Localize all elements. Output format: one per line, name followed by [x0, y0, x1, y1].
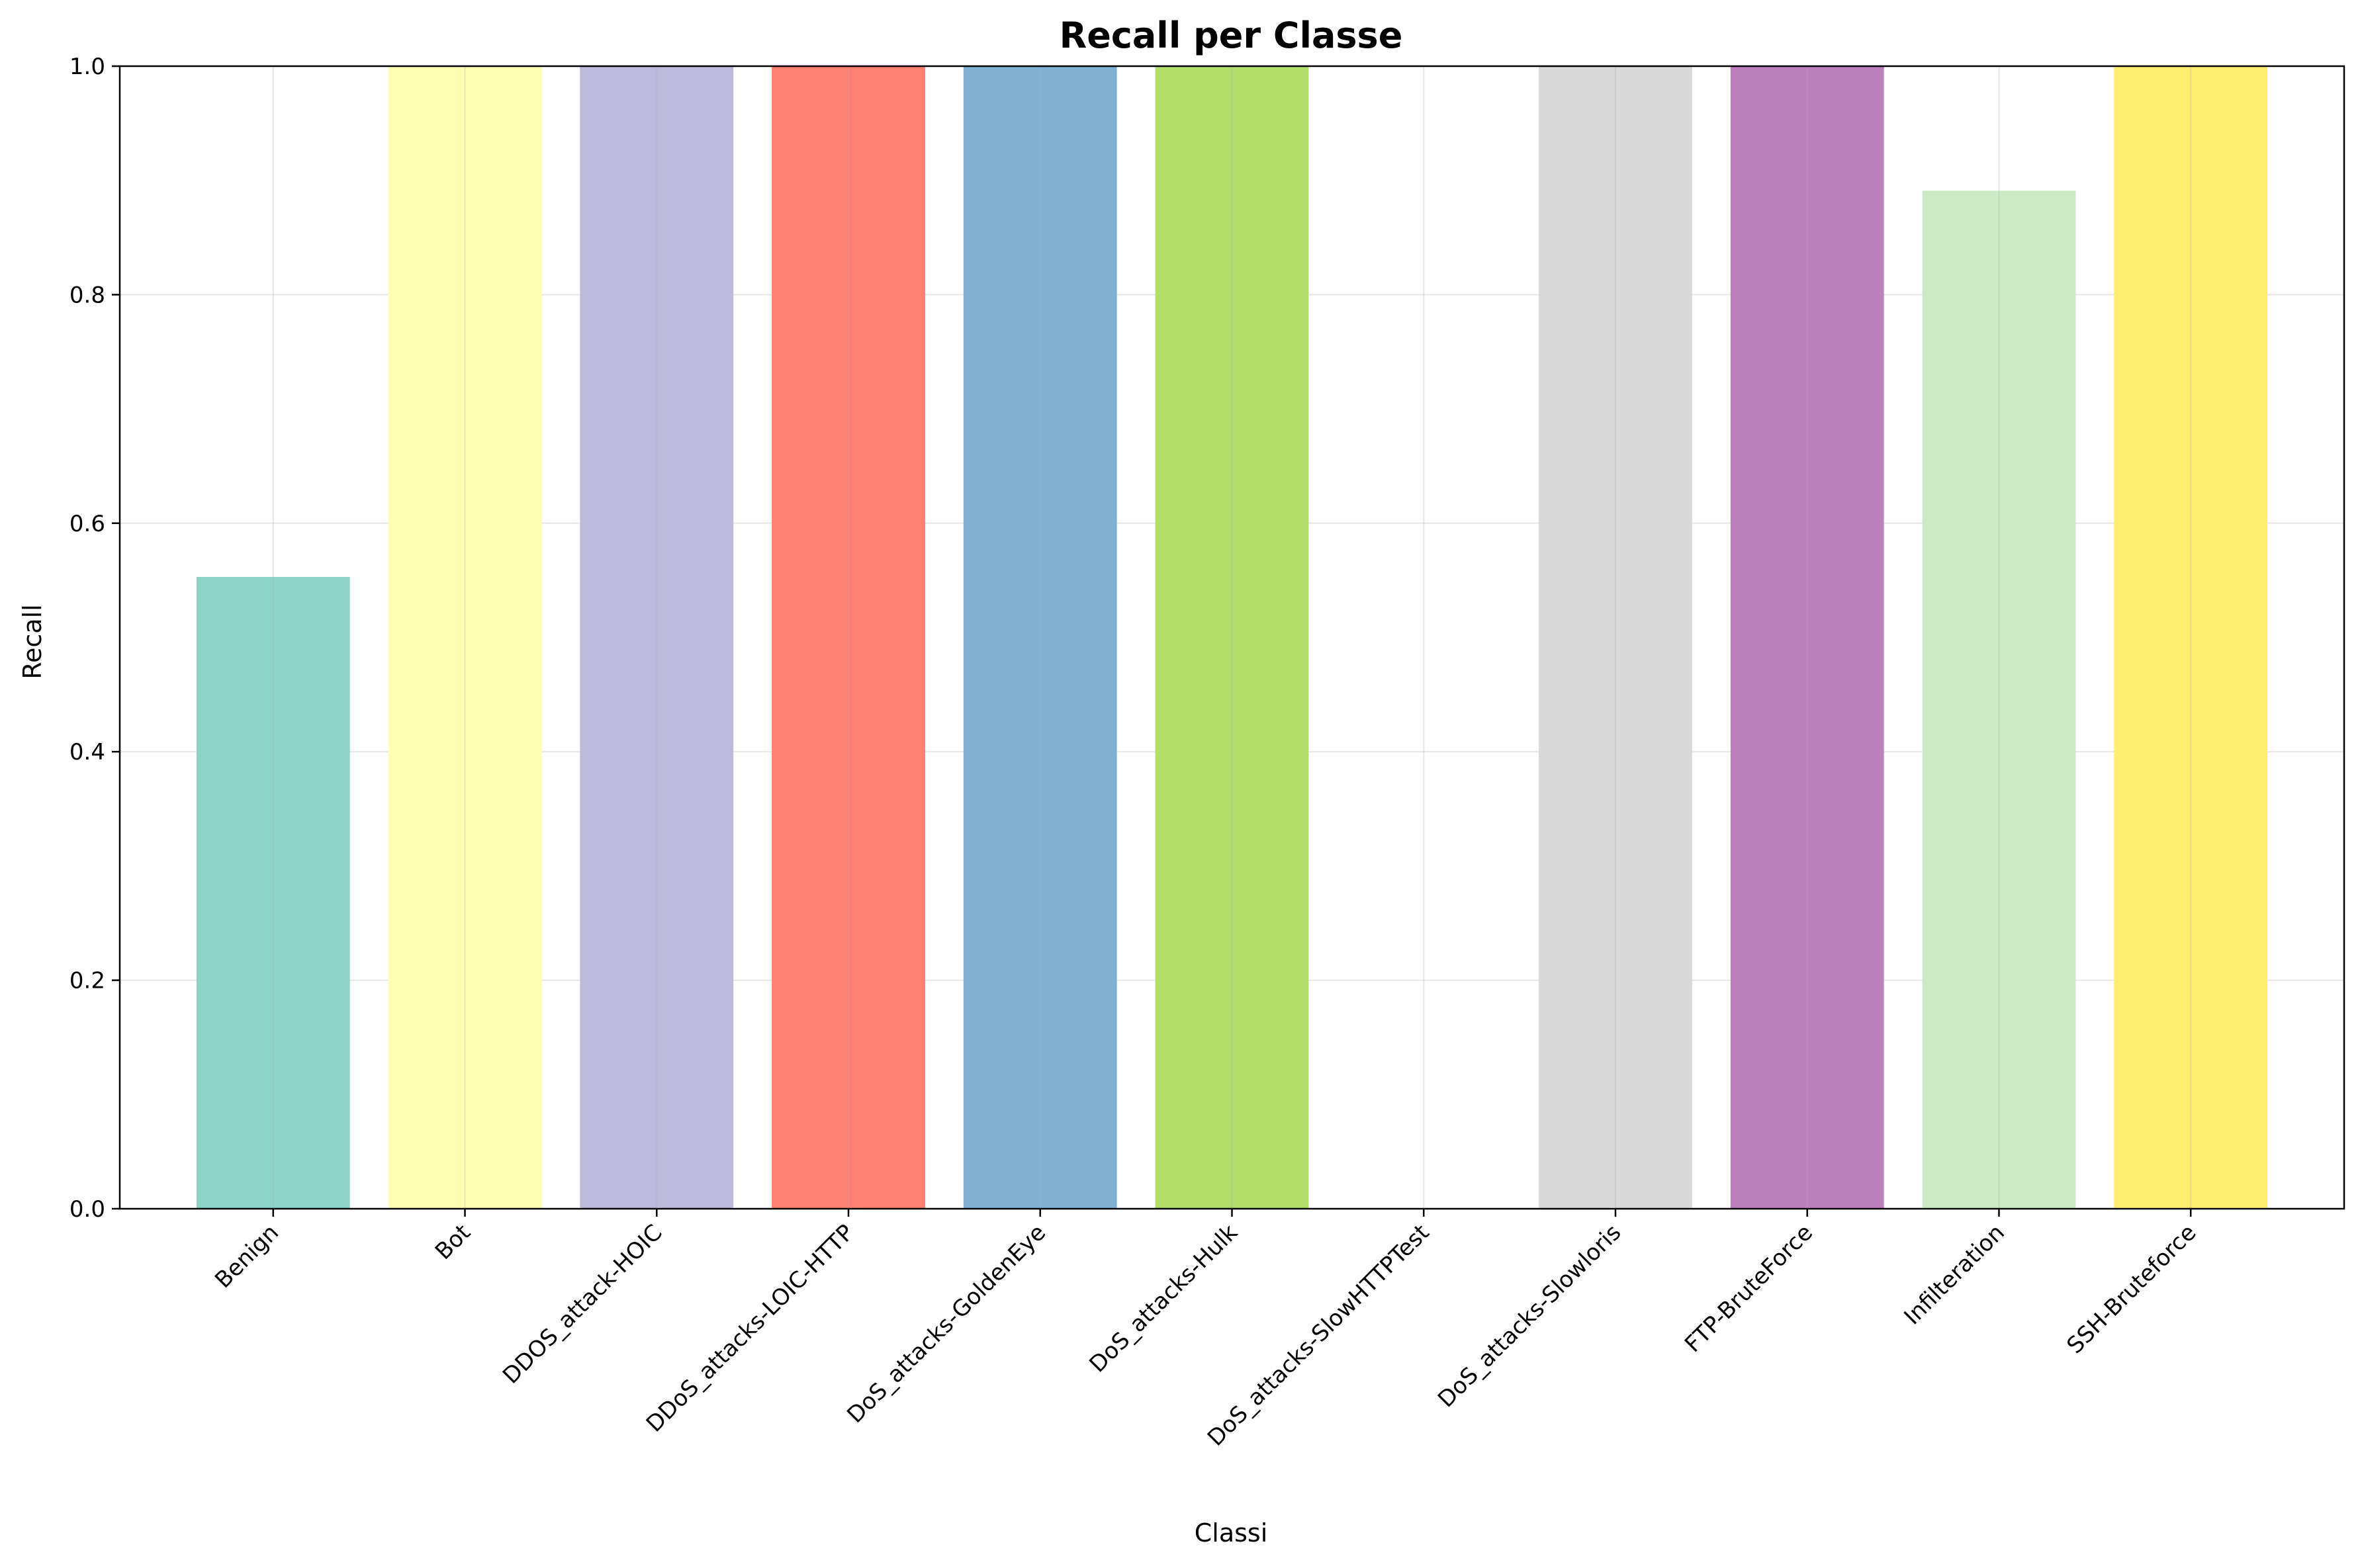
bar-bot	[388, 66, 542, 1209]
chart-title: Recall per Classe	[1060, 15, 1403, 56]
y-tick-label: 0.6	[69, 511, 105, 537]
y-ticks: 0.0 0.2 0.4 0.6 0.8 1.0	[69, 54, 120, 1223]
bar-dos-attacks-goldeneye	[963, 66, 1117, 1209]
bar-benign	[196, 576, 350, 1209]
bar-dos-attacks-slowloris	[1539, 66, 1692, 1209]
bar-dos-attacks-hulk	[1155, 66, 1309, 1209]
bar-ftp-bruteforce	[1730, 66, 1884, 1209]
bars	[196, 66, 2268, 1209]
y-tick-label: 0.8	[69, 282, 105, 308]
y-tick-label: 0.2	[69, 968, 105, 994]
y-tick-label: 1.0	[69, 54, 105, 80]
bar-ssh-bruteforce	[2114, 66, 2268, 1209]
x-axis-label: Classi	[1195, 1518, 1268, 1547]
bar-ddos-attacks-loic-http	[772, 66, 925, 1209]
bar-infilteration	[1922, 191, 2076, 1209]
vertical-grid-lines	[272, 66, 2192, 1209]
y-tick-label: 0.4	[69, 739, 105, 765]
y-tick-label: 0.0	[69, 1196, 105, 1223]
bar-ddos-attack-hoic	[580, 66, 734, 1209]
y-axis-label: Recall	[18, 604, 47, 679]
